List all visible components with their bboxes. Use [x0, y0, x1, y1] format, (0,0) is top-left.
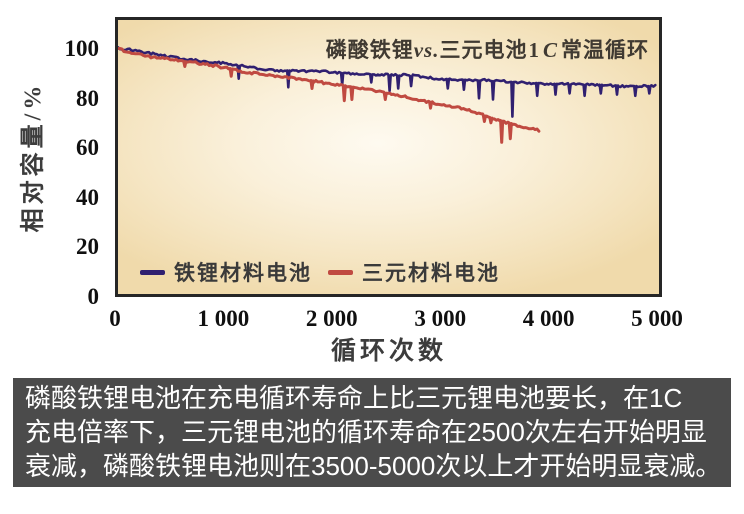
y-tick-label: 100: [64, 36, 100, 61]
legend-line-swatch-lifepo4: [140, 269, 165, 275]
legend-label-lifepo4: 铁锂材料电池: [174, 261, 312, 285]
x-axis-title: 循环次数: [330, 338, 448, 365]
legend-label-ternary: 三元材料电池: [362, 261, 500, 285]
x-tick-label: 3 000: [414, 306, 467, 331]
x-tick-label: 0: [109, 306, 121, 331]
x-tick-label: 4 000: [522, 306, 575, 331]
line-chart-canvas: [118, 46, 657, 144]
chart-title-rate-number: 1: [528, 38, 540, 62]
legend-item-lifepo4: 铁锂材料电池: [140, 257, 312, 287]
y-tick-label: 20: [76, 234, 99, 260]
chart-title-text: 常温循环: [561, 38, 649, 62]
y-tick-label: 60: [76, 135, 99, 161]
chart-title-rate-unit: C: [542, 38, 558, 62]
chart-title: 磷酸铁锂vs.三元电池1 C 常温循环: [326, 34, 649, 64]
x-tick-label: 2 000: [305, 306, 358, 331]
y-tick-label: 40: [76, 184, 99, 210]
x-tick-label: 1 000: [197, 306, 250, 331]
y-tick-label: 0: [87, 284, 100, 309]
chart-title-text: 磷酸铁锂: [325, 38, 414, 62]
x-tick-label: 5 000: [631, 306, 683, 331]
chart-title-text: 三元电池: [439, 38, 528, 62]
plot-area: 磷酸铁锂vs.三元电池1 C 常温循环 铁锂材料电池 三元材料电池: [115, 17, 662, 297]
legend-item-ternary: 三元材料电池: [328, 257, 500, 287]
y-tick-label: 80: [76, 85, 99, 111]
caption-line: 衰减，磷酸铁锂电池则在3500-5000次以上才开始明显衰减。: [25, 451, 722, 481]
caption-line: 磷酸铁锂电池在充电循环寿命上比三元锂电池要长，在1C: [25, 383, 683, 413]
chart-title-vs: vs.: [413, 38, 440, 62]
caption-line: 充电倍率下，三元锂电池的循环寿命在2500次左右开始明显: [25, 417, 707, 447]
legend: 铁锂材料电池 三元材料电池: [140, 257, 500, 287]
legend-line-swatch-ternary: [328, 269, 353, 275]
caption-box: 磷酸铁锂电池在充电循环寿命上比三元锂电池要长，在1C 充电倍率下，三元锂电池的循…: [13, 378, 731, 487]
